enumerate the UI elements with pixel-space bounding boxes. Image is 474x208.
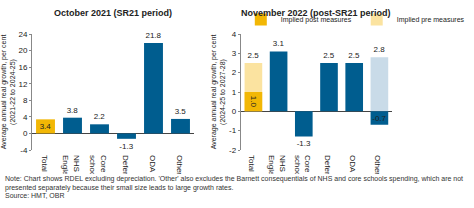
svg-text:Coreschools: Coreschools [88, 155, 107, 174]
svg-text:1.0: 1.0 [249, 96, 258, 108]
svg-text:2.2: 2.2 [94, 112, 106, 121]
svg-text:8: 8 [23, 96, 28, 105]
svg-text:2.5: 2.5 [248, 51, 260, 60]
svg-text:-1.3: -1.3 [297, 139, 311, 148]
svg-text:Coreschools: Coreschools [293, 155, 312, 174]
svg-text:-2: -2 [229, 146, 237, 155]
svg-text:November 2022 (post-SR21 perio: November 2022 (post-SR21 period) [241, 8, 391, 18]
svg-text:Average annual real growth, pe: Average annual real growth, per cent(202… [0, 35, 17, 150]
html-text:Source: HMT, OBR: Source: HMT, OBR [5, 192, 65, 199]
svg-text:NHSEngland: NHSEngland [61, 155, 80, 174]
svg-text:-0.7: -0.7 [372, 114, 386, 123]
svg-text:NHSEngland: NHSEngland [267, 155, 286, 174]
svg-text:3: 3 [232, 49, 237, 58]
svg-text:Average annual real growth, pe: Average annual real growth, per cent(202… [210, 35, 227, 150]
svg-text:Implied post measures: Implied post measures [281, 16, 352, 24]
svg-text:Total: Total [247, 155, 256, 172]
svg-text:Other: Other [373, 155, 382, 174]
svg-text:3.4: 3.4 [40, 122, 52, 131]
svg-text:20: 20 [18, 46, 27, 55]
svg-text:0: 0 [232, 107, 237, 116]
svg-text:October 2021 (SR21 period): October 2021 (SR21 period) [54, 8, 172, 18]
svg-text:Implied pre measures: Implied pre measures [397, 16, 465, 24]
svg-text:Total: Total [40, 155, 49, 172]
svg-text:3.1: 3.1 [273, 39, 285, 48]
html-text:Note: Chart shows RDEL excludi: Note: Chart shows RDEL excluding depreci… [5, 175, 464, 191]
svg-text:2: 2 [232, 68, 237, 77]
svg-text:-1.3: -1.3 [119, 142, 133, 151]
svg-text:Other: Other [175, 155, 184, 174]
svg-text:ODA: ODA [148, 155, 157, 173]
svg-text:0: 0 [23, 129, 28, 138]
svg-text:3.5: 3.5 [175, 107, 187, 116]
svg-text:21.8: 21.8 [145, 31, 161, 40]
svg-text:24: 24 [18, 30, 27, 39]
svg-text:ODA: ODA [348, 155, 357, 173]
svg-text:16: 16 [18, 63, 27, 72]
svg-text:4: 4 [232, 30, 237, 39]
svg-text:-4: -4 [20, 146, 28, 155]
svg-text:12: 12 [18, 80, 27, 89]
svg-text:Defence: Defence [121, 155, 130, 174]
svg-text:3.8: 3.8 [67, 106, 79, 115]
svg-text:4: 4 [23, 113, 28, 122]
svg-text:1: 1 [232, 88, 237, 97]
svg-text:2.5: 2.5 [348, 51, 360, 60]
svg-text:-1: -1 [229, 126, 237, 135]
svg-text:2.5: 2.5 [323, 51, 335, 60]
svg-text:Defence: Defence [323, 155, 332, 174]
svg-text:2.8: 2.8 [374, 45, 386, 54]
